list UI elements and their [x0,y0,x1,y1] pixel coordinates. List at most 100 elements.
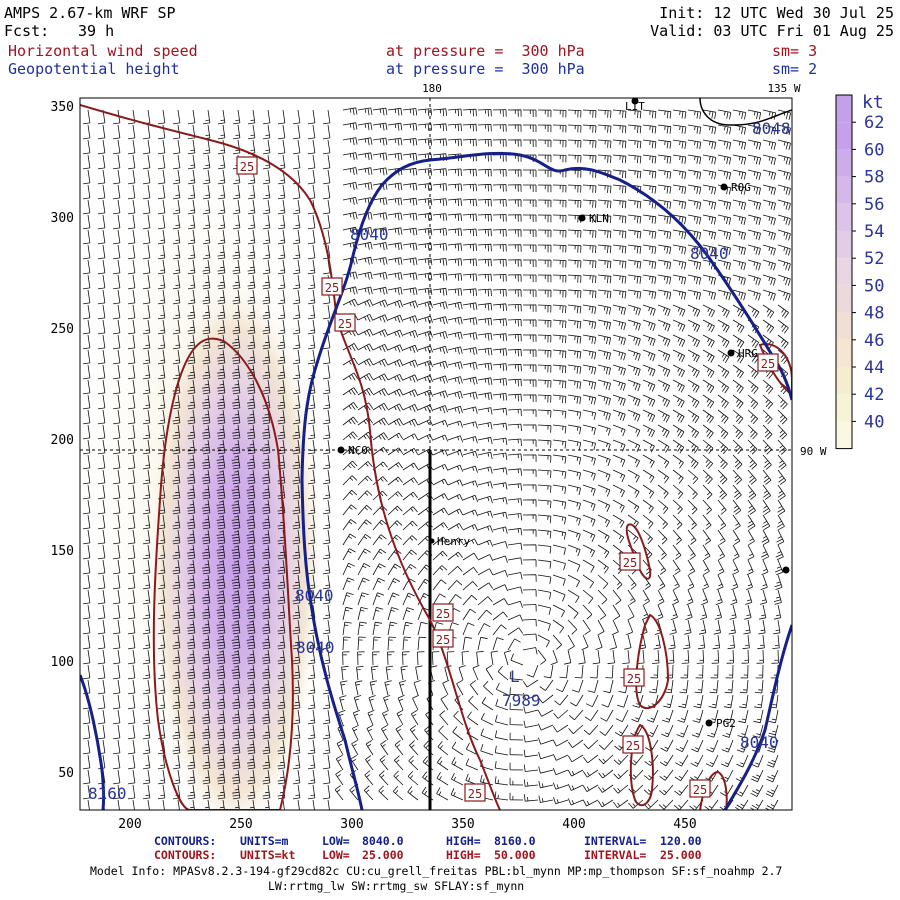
wind-barb [777,424,788,440]
wind-barb [739,694,749,709]
wind-barb [507,453,522,461]
wind-barb [692,709,704,723]
wind-barb [322,349,331,365]
wind-barb [127,709,136,725]
wind-barb [617,694,629,708]
wind-barb [187,709,196,725]
wind-barb [432,108,447,117]
wind-barb [97,409,106,425]
wind-barb [582,439,596,451]
wind-barb [657,379,671,393]
wind-barb [292,499,301,515]
wind-barb [357,256,373,265]
wind-barb [612,364,626,376]
wind-barb [387,137,403,146]
speed-label-box [689,779,711,798]
wind-barb [747,274,761,286]
wind-barb [597,484,611,497]
wind-barb [747,394,759,409]
wind-barb [387,388,404,397]
wind-barb [202,484,211,500]
wind-barb [477,258,492,267]
wind-barb [383,695,391,711]
wind-barb [627,229,642,239]
wind-barb [387,418,404,427]
wind-barb [307,544,316,560]
wind-barb [262,274,271,290]
wind-barb [442,679,450,696]
wind-barb [342,489,358,501]
wind-barb [112,379,121,395]
wind-barb [307,169,316,185]
wind-barb [372,548,387,561]
wind-barb [477,392,493,401]
wind-barb [717,319,730,333]
wind-barb [342,387,359,396]
wind-barb [672,259,687,270]
wind-barb [432,536,448,546]
wind-barb [507,139,522,147]
wind-barb [187,349,196,365]
wind-barb [642,394,656,407]
wind-barb [127,214,136,230]
wind-barb [82,604,91,620]
wind-barb [564,649,572,665]
wind-barb [552,154,567,163]
wind-barb [142,424,151,440]
wind-barb [537,109,552,118]
wind-barb [642,499,654,514]
wind-barb [777,214,791,226]
wind-barb [717,139,732,150]
wind-barb [172,544,181,560]
wind-barb [387,287,403,295]
wind-barb [187,694,196,710]
wind-barb [755,664,764,679]
wind-barb [656,604,664,621]
wind-barb [730,589,738,605]
wind-barb [507,468,522,476]
forecast-hour: 39 h [78,22,115,40]
wind-barb [127,589,136,605]
wind-barb [307,709,316,725]
wind-barb [716,574,724,591]
wind-barb [372,122,388,131]
color-scale-swatch [836,231,852,259]
wind-barb [717,439,729,455]
wind-barb [342,286,358,295]
wind-barb [768,709,779,724]
wind-barb [357,343,374,352]
wind-barb [492,526,508,534]
wind-barb [357,490,373,501]
wind-barb [387,476,403,486]
wind-barb [696,649,705,664]
wind-barb [777,499,786,516]
wind-barb [112,679,121,695]
wind-barb [262,604,271,620]
wind-barb [537,454,552,463]
wind-barb [82,124,91,140]
wind-barb [672,214,687,225]
wind-barb [394,740,404,756]
wind-barb [262,229,271,245]
wind-barb [246,634,256,650]
wind-barb [747,139,762,150]
wind-barb [462,581,478,591]
wind-barb [447,168,462,177]
wind-barb [772,634,780,649]
wind-barb [246,589,256,605]
field-geopotential-label: Geopotential height [8,60,180,78]
wind-barb [112,304,121,320]
wind-barb [127,379,136,395]
wind-barb [597,244,612,254]
wind-barb [582,124,597,133]
wind-barb [112,454,121,470]
wind-barb [627,379,641,392]
wind-barb [172,424,181,440]
wind-barb [97,424,106,440]
wind-barb [357,328,374,337]
wind-barb [342,298,359,307]
wind-barb [402,287,418,296]
wind-barb [432,345,448,354]
wind-barb [707,724,719,738]
wind-barb [342,197,358,205]
